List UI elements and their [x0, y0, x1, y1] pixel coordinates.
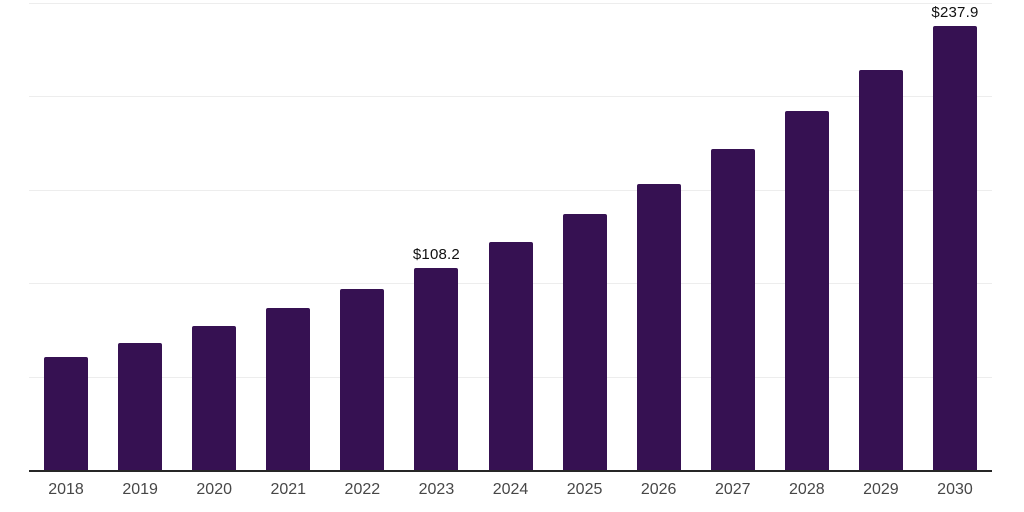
bar-slot-2027: [696, 3, 770, 470]
gridline-150: [29, 189, 992, 191]
x-tick-2030: 2030: [937, 481, 973, 498]
x-tick-2022: 2022: [344, 481, 381, 498]
bar-slot-2020: [177, 3, 251, 470]
x-tick-2020: 2020: [196, 481, 232, 498]
bars-container: $108.2 $237.9: [29, 3, 992, 470]
gridline-200: [29, 96, 992, 98]
bar-slot-2028: [770, 3, 844, 470]
x-tick-2018: 2018: [48, 481, 84, 498]
bar-slot-2023: $108.2: [399, 3, 473, 470]
bar-slot-2026: [622, 3, 696, 470]
bar-slot-2018: [29, 3, 103, 470]
bar-slot-2019: [103, 3, 177, 470]
x-tick-2027: 2027: [714, 481, 751, 498]
bar-2027: [710, 148, 755, 470]
x-axis-line: [29, 470, 992, 472]
bar-slot-2029: [844, 3, 918, 470]
bar-2022: [340, 289, 385, 470]
bar-slot-2022: [325, 3, 399, 470]
bar-2025: [562, 214, 607, 470]
bar-slot-2024: [473, 3, 547, 470]
bar-slot-2030: $237.9: [918, 3, 992, 470]
bar-2029: [858, 70, 903, 470]
x-tick-2023: 2023: [418, 481, 455, 498]
bar-2019: [118, 343, 163, 470]
x-tick-2028: 2028: [789, 481, 825, 498]
value-label-2030: $237.9: [931, 3, 979, 21]
bar-2028: [784, 111, 829, 470]
bar-slot-2021: [251, 3, 325, 470]
x-tick-2026: 2026: [640, 481, 677, 498]
bar-2018: [44, 357, 89, 470]
bar-2023: [414, 267, 459, 470]
bar-2024: [488, 241, 533, 470]
bar-2020: [192, 326, 237, 470]
x-tick-2019: 2019: [122, 481, 158, 498]
x-tick-2024: 2024: [492, 481, 529, 498]
value-label-2023: $108.2: [412, 245, 460, 263]
x-tick-2021: 2021: [270, 481, 307, 498]
x-tick-2029: 2029: [863, 481, 899, 498]
bar-2021: [266, 308, 311, 470]
bar-2030: [932, 25, 977, 470]
bar-2026: [636, 184, 681, 470]
gridline-250: [29, 3, 992, 4]
bar-slot-2025: [548, 3, 622, 470]
x-tick-2025: 2025: [566, 481, 603, 498]
x-axis-labels: 2018 2019 2020 2021 2022 2023 2024 2025 2026 2027…: [29, 480, 992, 500]
